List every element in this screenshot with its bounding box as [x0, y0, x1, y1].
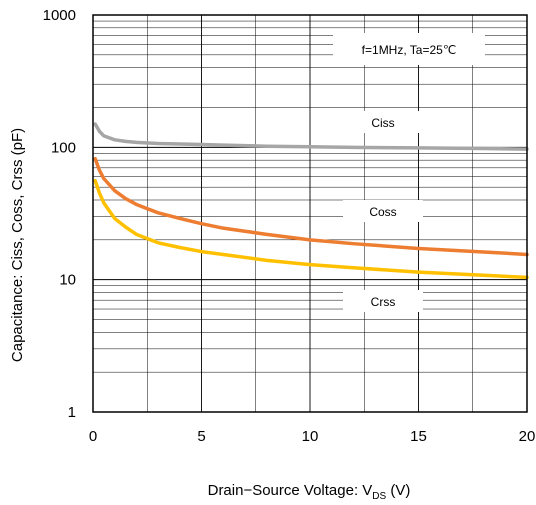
- series-label-crss: Crss: [371, 295, 396, 309]
- series-line-ciss: [93, 122, 529, 151]
- y-tick-label: 1: [68, 404, 76, 421]
- x-tick-label: 0: [89, 428, 97, 445]
- x-axis-title-subscript: DS: [372, 491, 386, 502]
- series-line-crss: [93, 178, 529, 280]
- condition-box: [333, 33, 485, 65]
- series-label-box-crss: [343, 290, 423, 312]
- series-layer: [93, 122, 529, 280]
- series-labels: Ciss Coss Crss: [343, 111, 423, 312]
- x-axis-title: Drain−Source Voltage: VDS (V): [208, 482, 411, 502]
- series-label-coss: Coss: [369, 205, 396, 219]
- y-tick-label: 100: [51, 139, 76, 156]
- x-axis-title-main: Drain−Source Voltage: V: [208, 482, 373, 499]
- x-tick-label: 10: [302, 428, 319, 445]
- x-tick-label: 15: [410, 428, 427, 445]
- condition-label: f=1MHz, Ta=25℃: [362, 43, 457, 57]
- plot-frame: [92, 14, 528, 413]
- series-line-coss: [93, 156, 529, 257]
- y-tick-label: 1000: [43, 7, 76, 24]
- y-axis-title: Capacitance: Ciss, Coss, Crss (pF): [9, 128, 26, 362]
- series-label-ciss: Ciss: [371, 116, 394, 130]
- y-tick-label: 10: [59, 272, 76, 289]
- x-tick-labels: 0 5 10 15 20: [89, 428, 536, 445]
- y-tick-labels: 1 10 100 1000: [43, 7, 76, 421]
- x-tick-label: 5: [197, 428, 205, 445]
- series-label-box-coss: [343, 200, 423, 222]
- x-axis-title-unit: (V): [386, 482, 410, 499]
- x-tick-label: 20: [519, 428, 536, 445]
- series-label-box-ciss: [343, 111, 423, 133]
